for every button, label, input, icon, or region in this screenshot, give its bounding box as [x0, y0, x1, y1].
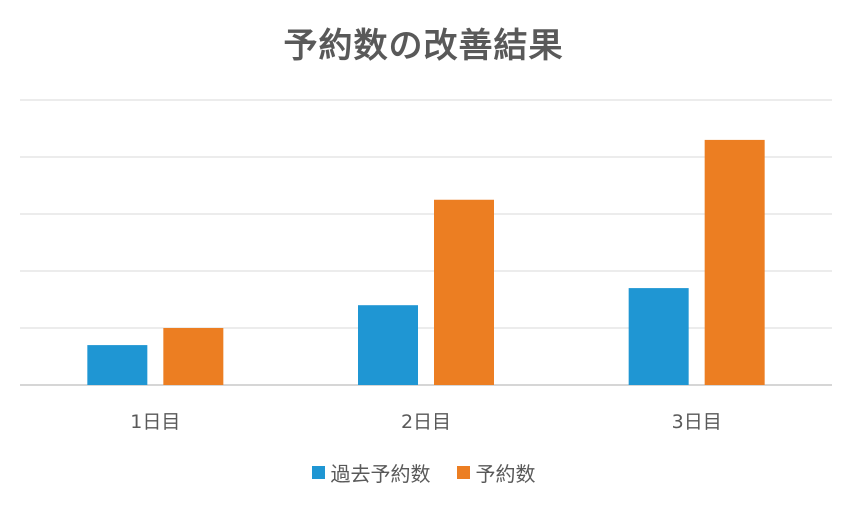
chart-title: 予約数の改善結果	[283, 26, 564, 66]
legend-item-past: 過去予約数	[311, 458, 431, 487]
x-tick-labels: 1日目 2日目 3日目	[130, 411, 721, 433]
bar-current-2	[434, 199, 494, 385]
legend-swatch-current	[456, 466, 470, 479]
bar-past-1	[87, 345, 148, 385]
x-tick-label: 1日目	[130, 411, 180, 433]
x-tick-label: 2日目	[401, 411, 451, 433]
gridlines	[20, 99, 832, 386]
legend-label-past: 過去予約数	[330, 462, 431, 486]
bar-current-3	[704, 139, 765, 385]
legend-label-current: 予約数	[475, 462, 536, 486]
bar-past-2	[358, 305, 418, 385]
bars	[87, 139, 765, 385]
x-tick-label: 3日目	[672, 411, 722, 433]
bar-current-1	[163, 328, 224, 385]
legend: 過去予約数 予約数	[0, 458, 847, 487]
legend-item-current: 予約数	[456, 458, 536, 487]
bar-past-3	[628, 288, 689, 385]
legend-swatch-past	[311, 466, 325, 479]
